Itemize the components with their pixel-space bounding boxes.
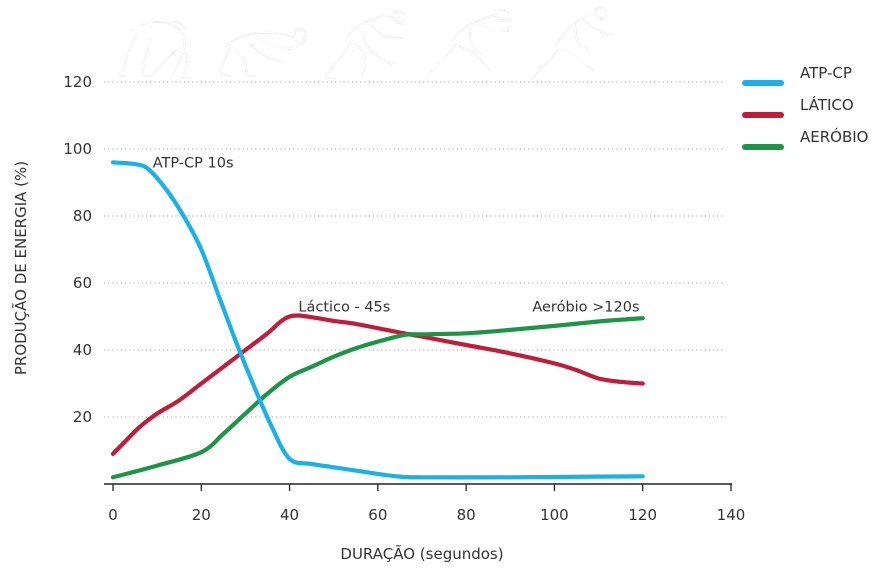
series-line-atp-cp	[110, 160, 645, 480]
sprinter-running-icon	[425, 8, 513, 81]
sprinter-drive-phase-icon	[219, 28, 307, 77]
x-tick-label: 0	[108, 506, 118, 524]
annotation-label: Láctico - 45s	[298, 299, 390, 315]
legend-label: AERÓBIO	[800, 127, 869, 146]
annotation-label: ATP-CP 10s	[153, 155, 234, 171]
runner-figures	[116, 6, 613, 83]
annotations: ATP-CP 10s Láctico - 45s Aeróbio >120s	[153, 155, 640, 315]
x-tick-label: 120	[628, 506, 657, 524]
axes: 0 20 40 60 80 100 120 140	[104, 483, 746, 524]
series-line-aerobio	[110, 316, 645, 480]
x-tick-label: 140	[717, 506, 746, 524]
sprinter-upright-running-icon	[529, 6, 613, 83]
y-tick-label: 60	[73, 274, 92, 292]
y-tick-label: 80	[73, 207, 92, 225]
x-tick-label: 80	[457, 506, 476, 524]
y-tick-label: 20	[73, 408, 92, 426]
x-tick-label: 40	[280, 506, 299, 524]
series-lines	[110, 160, 645, 480]
grid-lines: 20 40 60 80 100 120	[63, 73, 726, 426]
x-tick-label: 100	[540, 506, 569, 524]
sprinter-acceleration-icon	[322, 10, 406, 79]
x-tick-label: 20	[192, 506, 211, 524]
annotation-label: Aeróbio >120s	[532, 299, 639, 315]
legend-label: ATP-CP	[800, 64, 852, 82]
legend-label: LÁTICO	[800, 95, 854, 114]
x-axis-title: DURAÇÃO (segundos)	[340, 544, 503, 563]
legend: ATP-CP LÁTICO AERÓBIO	[742, 64, 869, 150]
y-tick-label: 100	[63, 140, 92, 158]
y-tick-label: 120	[63, 73, 92, 91]
y-axis-title: PRODUÇÃO DE ENERGIA (%)	[11, 161, 30, 375]
series-line-latico	[110, 313, 645, 456]
sprinter-set-position-icon	[116, 21, 193, 79]
x-tick-label: 60	[368, 506, 387, 524]
y-tick-label: 40	[73, 341, 92, 359]
